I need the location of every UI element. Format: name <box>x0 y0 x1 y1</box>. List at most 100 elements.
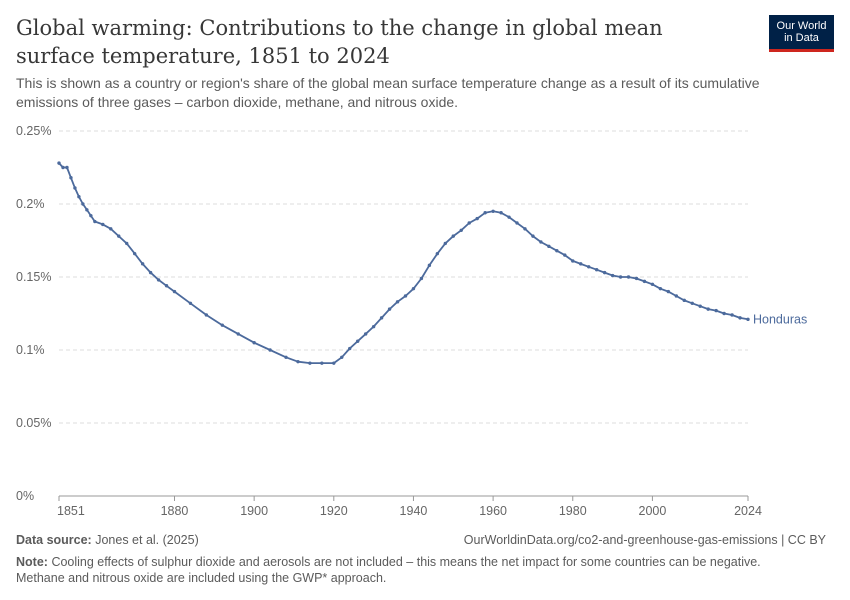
y-tick-label: 0% <box>16 489 34 503</box>
data-point <box>69 176 73 180</box>
chart-subtitle: This is shown as a country or region's s… <box>16 75 760 110</box>
series-group: Honduras <box>57 161 807 365</box>
data-point <box>523 227 527 231</box>
data-point <box>403 294 408 298</box>
data-point <box>355 339 360 343</box>
x-tick-label: 1940 <box>400 504 428 518</box>
data-point <box>435 251 440 256</box>
data-point <box>698 304 702 308</box>
data-point <box>411 286 416 291</box>
data-point <box>85 208 89 212</box>
data-point <box>340 355 344 359</box>
y-tick-label: 0.2% <box>16 197 45 211</box>
series-line <box>58 162 749 365</box>
data-point <box>148 270 153 275</box>
owid-logo[interactable]: Our World in Data <box>769 15 834 52</box>
data-point <box>140 262 145 266</box>
data-point <box>156 278 161 282</box>
y-tick-label: 0.15% <box>16 270 51 284</box>
data-point <box>93 219 97 224</box>
data-point <box>571 259 575 263</box>
data-point <box>730 313 734 317</box>
data-point <box>594 268 599 272</box>
data-point <box>204 313 209 317</box>
data-point <box>674 294 679 298</box>
data-point <box>109 227 113 231</box>
data-point <box>419 276 424 281</box>
data-point <box>296 359 300 364</box>
source-url-link[interactable]: OurWorldinData.org/co2-and-greenhouse-ga… <box>463 533 826 547</box>
data-point <box>746 317 750 322</box>
data-source: Data source: Jones et al. (2025) <box>16 533 199 547</box>
data-point <box>539 240 543 244</box>
y-tick-label: 0.25% <box>16 124 51 138</box>
data-point <box>722 311 726 316</box>
data-point <box>57 161 61 165</box>
y-tick-label: 0.05% <box>16 416 51 430</box>
data-point <box>379 316 384 320</box>
data-point <box>602 270 607 275</box>
logo-line-2: in Data <box>784 32 819 44</box>
x-tick-label: 1880 <box>161 504 189 518</box>
series-label: Honduras <box>753 312 807 326</box>
data-point <box>610 273 615 278</box>
data-point <box>563 253 567 257</box>
data-source-label: Data source: <box>16 533 92 547</box>
x-tick-label: 1900 <box>240 504 268 518</box>
data-point <box>491 209 495 213</box>
x-tick-label: 2024 <box>734 504 762 518</box>
data-point <box>77 195 81 199</box>
data-point <box>332 361 336 365</box>
data-point <box>650 282 655 286</box>
data-point <box>555 249 559 253</box>
x-tick-label: 1960 <box>479 504 507 518</box>
data-point <box>642 279 647 284</box>
data-point <box>738 316 742 320</box>
x-axis: 1851 1880 1900 1920 1940 1960 1980 2000 2024 <box>57 495 762 518</box>
data-point <box>714 308 718 313</box>
data-point <box>507 215 511 219</box>
chart-title: Global warming: Contributions to the cha… <box>16 16 663 68</box>
data-point <box>220 323 224 327</box>
data-point <box>483 211 487 215</box>
data-point <box>531 234 535 238</box>
data-point <box>427 263 432 268</box>
chart-note: Note: Cooling effects of sulphur dioxide… <box>16 554 806 586</box>
x-tick-label: 2000 <box>639 504 667 518</box>
data-point <box>467 221 471 225</box>
data-point <box>101 222 105 227</box>
data-point <box>706 307 710 311</box>
data-point <box>89 213 93 218</box>
data-point <box>164 284 169 288</box>
data-point <box>547 244 551 249</box>
data-point <box>634 276 639 281</box>
data-point <box>188 301 193 305</box>
x-tick-label: 1920 <box>320 504 348 518</box>
data-point <box>682 298 686 303</box>
data-point <box>125 241 129 246</box>
y-tick-label: 0.1% <box>16 343 45 357</box>
data-point <box>579 262 583 266</box>
data-point <box>81 202 85 206</box>
data-point <box>308 361 312 365</box>
data-point <box>443 241 448 246</box>
data-point <box>132 251 137 256</box>
data-point <box>690 301 694 305</box>
data-point <box>387 307 392 311</box>
data-point <box>658 286 663 291</box>
grid-lines <box>59 130 748 424</box>
data-point <box>320 361 324 365</box>
data-point <box>586 265 591 269</box>
data-point <box>73 186 77 190</box>
data-point <box>363 332 368 336</box>
data-point <box>666 289 671 294</box>
data-point <box>61 165 65 170</box>
data-point <box>252 341 256 345</box>
data-point <box>395 300 400 304</box>
x-tick-label: 1851 <box>57 504 85 518</box>
logo-line-1: Our World <box>776 20 827 32</box>
data-point <box>626 275 631 279</box>
data-source-link[interactable]: Jones et al. (2025) <box>95 533 199 547</box>
x-tick-label: 1980 <box>559 504 587 518</box>
data-point <box>499 211 503 215</box>
